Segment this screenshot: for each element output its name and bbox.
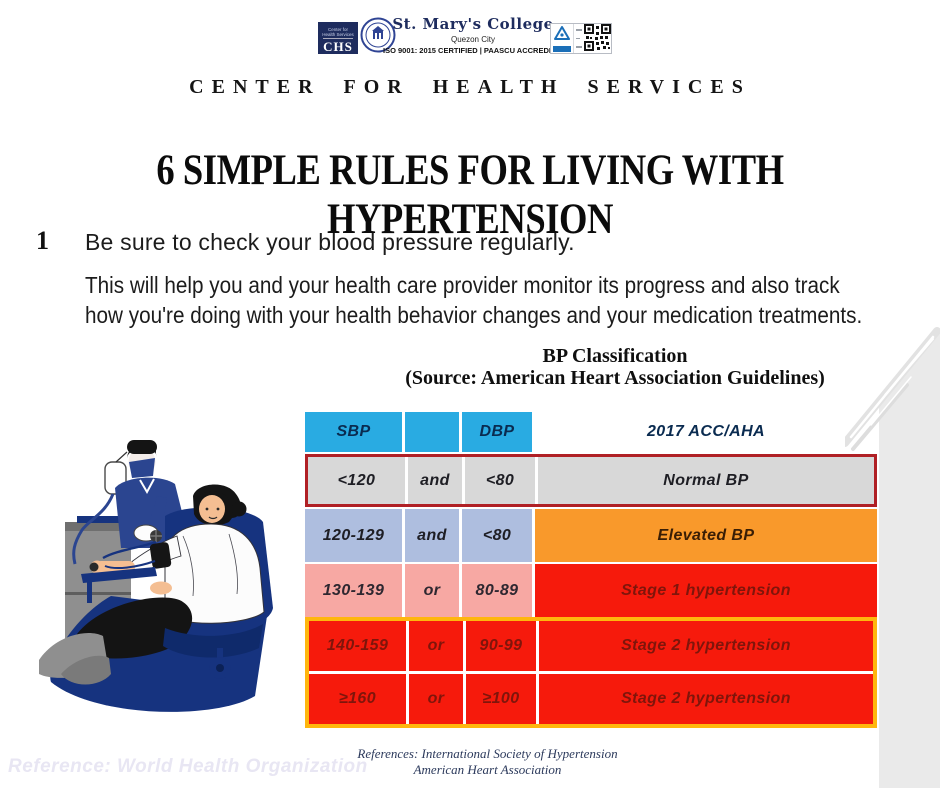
chs-logo-abbr: CHS (323, 38, 353, 54)
chs-logo: Center for Health Services CHS (318, 22, 358, 54)
header-conjunction (405, 412, 462, 452)
cell-classification: Elevated BP (535, 509, 877, 562)
department-banner: CENTER FOR HEALTH SERVICES (189, 76, 751, 98)
cell-dbp: <80 (462, 509, 535, 562)
cell-conjunction: or (409, 621, 466, 671)
cell-sbp: 140-159 (309, 621, 409, 671)
cell-classification: Stage 1 hypertension (535, 564, 877, 617)
references-block: References: International Society of Hyp… (290, 746, 685, 778)
tuv-certification-badge (550, 23, 612, 54)
table-header-row: SBP DBP 2017 ACC/AHA (305, 412, 877, 452)
table-row-normal-bp: <120 and <80 Normal BP (305, 454, 877, 507)
rule-number: 1 (36, 226, 49, 255)
stage2-rows-group: 140-159 or 90-99 Stage 2 hypertension ≥1… (305, 617, 877, 728)
cell-conjunction: and (405, 509, 462, 562)
table-row-stage1: 130-139 or 80-89 Stage 1 hypertension (305, 564, 877, 617)
tuv-badge-text-lines (574, 24, 584, 53)
college-seal-icon (360, 17, 396, 53)
cell-classification: Stage 2 hypertension (539, 621, 873, 671)
cell-sbp: ≥160 (309, 674, 409, 724)
bp-classification-table: SBP DBP 2017 ACC/AHA <120 and <80 Normal… (305, 412, 877, 728)
cell-sbp: 120-129 (305, 509, 405, 562)
cell-classification: Stage 2 hypertension (539, 674, 873, 724)
chs-logo-small-label: Center for Health Services (322, 27, 354, 37)
header-classification: 2017 ACC/AHA (646, 423, 766, 440)
who-reference-watermark: Reference: World Health Organization (8, 756, 368, 777)
header-dbp: DBP (462, 412, 535, 452)
cell-dbp: ≥100 (466, 674, 539, 724)
cell-sbp: <120 (308, 457, 408, 504)
table-row-stage2-b: ≥160 or ≥100 Stage 2 hypertension (309, 674, 873, 724)
references-line2: American Heart Association (413, 762, 562, 777)
college-city: Quezon City (450, 35, 496, 44)
cell-dbp: 80-89 (462, 564, 535, 617)
rule-body-line1: This will help you and your health care … (85, 272, 840, 298)
rule-body-line2: how you're doing with your health behavi… (85, 302, 863, 328)
cell-conjunction: and (408, 457, 465, 504)
table-row-elevated-bp: 120-129 and <80 Elevated BP (305, 509, 877, 562)
college-name: St. Mary's College (392, 15, 554, 33)
brush-strokes-decoration (845, 327, 940, 788)
poster-title: 6 SIMPLE RULES FOR LIVING WITH HYPERTENS… (156, 147, 784, 243)
cell-sbp: 130-139 (305, 564, 405, 617)
cell-conjunction: or (409, 674, 466, 724)
bp-table-title: BP Classification (542, 345, 688, 367)
table-row-stage2-a: 140-159 or 90-99 Stage 2 hypertension (309, 621, 873, 671)
college-identity: St. Mary's College Quezon City ISO 9001:… (383, 15, 566, 55)
college-accreditation: ISO 9001: 2015 CERTIFIED | PAASCU ACCRED… (383, 46, 566, 55)
tuv-triangle-icon (551, 24, 574, 53)
cell-conjunction: or (405, 564, 462, 617)
cell-dbp: <80 (465, 457, 538, 504)
cell-classification: Normal BP (538, 457, 874, 504)
references-line1: References: International Society of Hyp… (357, 746, 618, 761)
rule-heading: Be sure to check your blood pressure reg… (85, 229, 575, 255)
cell-dbp: 90-99 (466, 621, 539, 671)
qr-code-icon (584, 24, 611, 51)
header-sbp: SBP (305, 412, 405, 452)
bp-table-source: (Source: American Heart Association Guid… (405, 367, 825, 389)
doctor-patient-illustration (39, 440, 273, 712)
bp-table-title-block: BP Classification (Source: American Hear… (270, 345, 940, 389)
